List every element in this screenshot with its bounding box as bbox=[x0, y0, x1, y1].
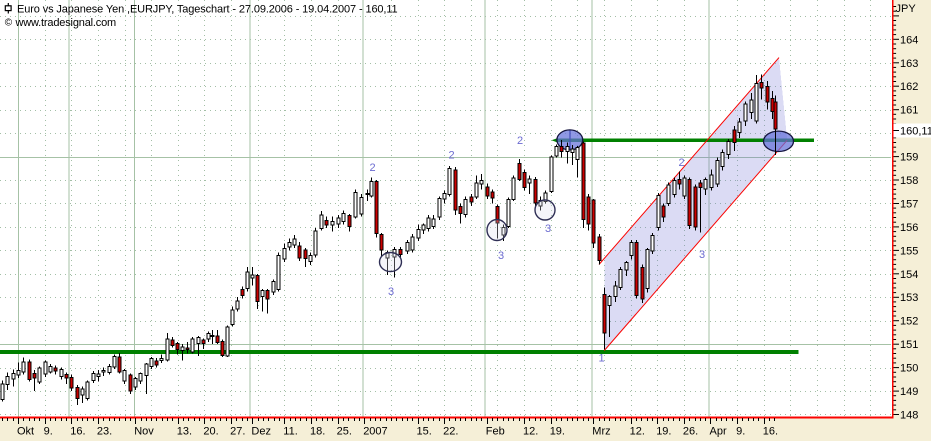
svg-text:23.: 23. bbox=[97, 426, 112, 438]
svg-text:16.: 16. bbox=[70, 426, 85, 438]
svg-text:Euro vs Japanese Yen ,EURJPY,: Euro vs Japanese Yen ,EURJPY, Tageschart… bbox=[17, 4, 398, 16]
svg-text:148: 148 bbox=[900, 410, 918, 422]
svg-text:159: 159 bbox=[900, 152, 918, 164]
svg-text:2: 2 bbox=[678, 157, 684, 169]
svg-text:www.tradesignal.com: www.tradesignal.com bbox=[15, 17, 117, 29]
svg-text:149: 149 bbox=[900, 386, 918, 398]
svg-text:156: 156 bbox=[900, 222, 918, 234]
svg-text:Feb: Feb bbox=[486, 426, 505, 438]
svg-text:13.: 13. bbox=[177, 426, 192, 438]
svg-text:9.: 9. bbox=[44, 426, 53, 438]
svg-text:150: 150 bbox=[900, 363, 918, 375]
svg-text:Dez: Dez bbox=[251, 426, 271, 438]
svg-text:27.: 27. bbox=[230, 426, 245, 438]
svg-text:19.: 19. bbox=[656, 426, 671, 438]
svg-text:18.: 18. bbox=[310, 426, 325, 438]
svg-text:Apr: Apr bbox=[710, 426, 727, 438]
svg-text:3: 3 bbox=[699, 249, 705, 261]
svg-text:163: 163 bbox=[900, 58, 918, 70]
svg-text:19.: 19. bbox=[550, 426, 565, 438]
svg-text:155: 155 bbox=[900, 245, 918, 257]
svg-text:2007: 2007 bbox=[363, 426, 387, 438]
svg-text:151: 151 bbox=[900, 339, 918, 351]
svg-text:1: 1 bbox=[598, 353, 604, 365]
svg-text:3: 3 bbox=[388, 286, 394, 298]
svg-text:9.: 9. bbox=[736, 426, 745, 438]
svg-text:157: 157 bbox=[900, 198, 918, 210]
svg-text:JPY: JPY bbox=[896, 3, 917, 15]
svg-text:2: 2 bbox=[517, 135, 523, 147]
svg-text:25.: 25. bbox=[337, 426, 352, 438]
svg-text:26.: 26. bbox=[683, 426, 698, 438]
svg-text:161: 161 bbox=[900, 105, 918, 117]
svg-text:16.: 16. bbox=[763, 426, 778, 438]
svg-text:2: 2 bbox=[448, 150, 454, 162]
svg-text:3: 3 bbox=[545, 223, 551, 235]
svg-text:12.: 12. bbox=[523, 426, 538, 438]
svg-text:2: 2 bbox=[369, 162, 375, 174]
svg-text:154: 154 bbox=[900, 269, 918, 281]
svg-text:Okt: Okt bbox=[17, 426, 34, 438]
svg-text:©: © bbox=[5, 18, 13, 29]
svg-text:Nov: Nov bbox=[134, 426, 154, 438]
svg-text:Mrz: Mrz bbox=[592, 426, 610, 438]
svg-text:15.: 15. bbox=[417, 426, 432, 438]
svg-text:160,11: 160,11 bbox=[900, 126, 931, 138]
svg-text:158: 158 bbox=[900, 175, 918, 187]
svg-text:3: 3 bbox=[498, 250, 504, 262]
svg-text:153: 153 bbox=[900, 292, 918, 304]
svg-text:20.: 20. bbox=[203, 426, 218, 438]
svg-text:162: 162 bbox=[900, 81, 918, 93]
svg-text:152: 152 bbox=[900, 316, 918, 328]
svg-text:11.: 11. bbox=[283, 426, 297, 438]
svg-text:164: 164 bbox=[900, 34, 918, 46]
svg-text:12.: 12. bbox=[630, 426, 645, 438]
svg-text:22.: 22. bbox=[443, 426, 458, 438]
